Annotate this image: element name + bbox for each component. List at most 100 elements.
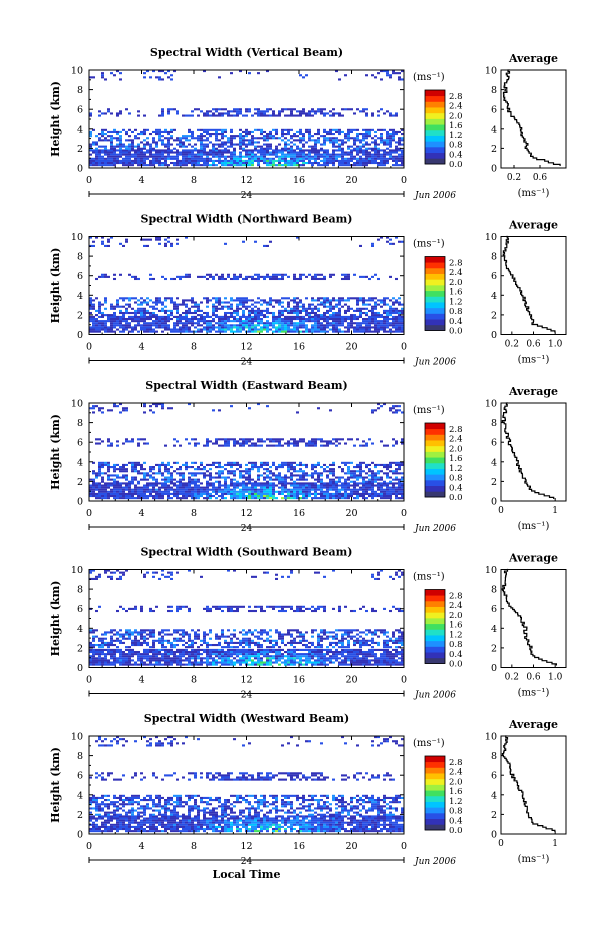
- heatmap-cell: [302, 494, 305, 498]
- heatmap-cell: [209, 463, 212, 466]
- heatmap-cell: [110, 490, 113, 493]
- heatmap-cell: [206, 151, 209, 154]
- heatmap-cell: [104, 492, 107, 495]
- heatmap-cell: [116, 494, 119, 498]
- heatmap-cell: [386, 143, 389, 146]
- heatmap-cell: [206, 330, 209, 333]
- heatmap-cell: [269, 157, 272, 160]
- heatmap-cell: [233, 324, 236, 327]
- heatmap-cell: [353, 470, 356, 473]
- heatmap-cell: [338, 133, 341, 136]
- heatmap-cell: [257, 309, 260, 312]
- heatmap-cell: [365, 141, 368, 144]
- heatmap-cell: [167, 145, 170, 148]
- heatmap-cell: [182, 494, 185, 498]
- heatmap-cell: [221, 273, 224, 276]
- heatmap-cell: [389, 74, 392, 77]
- heatmap-cell: [233, 161, 236, 165]
- heatmap-cell: [389, 76, 392, 79]
- heatmap-cell: [257, 277, 260, 281]
- heatmap-cell: [272, 315, 275, 318]
- heatmap-cell: [284, 149, 287, 152]
- heatmap-cell: [149, 315, 152, 318]
- heatmap-cell: [140, 494, 143, 498]
- heatmap-cell: [314, 299, 317, 302]
- colorbar-frame: [424, 422, 446, 498]
- colorbar-swatch: [425, 296, 445, 303]
- heatmap-cell: [92, 322, 95, 325]
- heatmap-cell: [221, 153, 224, 156]
- heatmap-cell: [89, 484, 92, 487]
- heatmap-cell: [149, 322, 152, 325]
- heatmap-cell: [260, 153, 263, 156]
- heatmap-cell: [308, 440, 311, 443]
- heatmap-cell: [338, 314, 341, 317]
- heatmap-cell: [257, 468, 260, 471]
- heatmap-cell: [191, 155, 194, 158]
- heatmap-cell: [107, 161, 110, 165]
- heatmap-cell: [104, 153, 107, 156]
- heatmap-cell: [185, 486, 188, 489]
- heatmap-cell: [272, 137, 275, 140]
- heatmap-cell: [392, 407, 395, 410]
- heatmap-cell: [353, 317, 356, 321]
- heatmap-cell: [317, 110, 320, 113]
- heatmap-cell: [353, 474, 356, 477]
- heatmap-cell: [329, 299, 332, 302]
- heatmap-cell: [95, 161, 98, 165]
- heatmap-cell: [254, 492, 257, 495]
- heatmap-cell: [176, 486, 179, 489]
- heatmap-cell: [305, 326, 308, 329]
- heatmap-cell: [164, 297, 167, 300]
- heatmap-cell: [227, 137, 230, 140]
- heatmap-cell: [347, 470, 350, 473]
- heatmap-cell: [317, 438, 320, 441]
- heatmap-cell: [287, 275, 290, 278]
- heatmap-cell: [143, 161, 146, 165]
- heatmap-cell: [374, 305, 377, 308]
- heatmap-cell: [380, 320, 383, 323]
- heatmap-cell: [137, 497, 140, 500]
- heatmap-cell: [314, 440, 317, 443]
- heatmap-cell: [92, 411, 95, 414]
- heatmap-cell: [92, 328, 95, 331]
- heatmap-cell: [395, 236, 398, 239]
- heatmap-cell: [380, 440, 383, 443]
- heatmap-cell: [116, 440, 119, 443]
- heatmap-cell: [137, 161, 140, 165]
- heatmap-cell: [176, 317, 179, 321]
- heatmap-cell: [98, 326, 101, 329]
- y-tick-label: 0: [77, 497, 83, 508]
- heatmap-cell: [389, 492, 392, 495]
- heatmap-cell: [188, 275, 191, 278]
- heatmap-cell: [308, 273, 311, 276]
- heatmap-cell: [221, 145, 224, 148]
- heatmap-cell: [275, 315, 278, 318]
- heatmap-cell: [119, 112, 122, 115]
- heatmap-cell: [344, 303, 347, 306]
- heatmap-cell: [329, 317, 332, 321]
- heatmap-cell: [239, 108, 242, 111]
- heatmap-cell: [389, 275, 392, 278]
- heatmap-cell: [200, 128, 203, 131]
- heatmap-cell: [377, 151, 380, 154]
- heatmap-cell: [389, 153, 392, 156]
- heatmap-cell: [113, 403, 116, 406]
- heatmap-cell: [245, 114, 248, 117]
- heatmap-cell: [224, 108, 227, 111]
- heatmap-cell: [101, 315, 104, 318]
- heatmap-cell: [329, 301, 332, 304]
- heatmap-cell: [155, 76, 158, 79]
- heatmap-cell: [362, 322, 365, 325]
- heatmap-cell: [392, 490, 395, 493]
- colorbar-swatch: [425, 468, 445, 475]
- heatmap-cell: [299, 440, 302, 443]
- heatmap-cell: [260, 461, 263, 464]
- heatmap-cell: [290, 492, 293, 495]
- heatmap-cell: [137, 320, 140, 323]
- heatmap-cell: [221, 143, 224, 146]
- heatmap-cell: [350, 322, 353, 325]
- heatmap-cell: [233, 157, 236, 160]
- heatmap-cell: [185, 497, 188, 500]
- heatmap-cell: [368, 153, 371, 156]
